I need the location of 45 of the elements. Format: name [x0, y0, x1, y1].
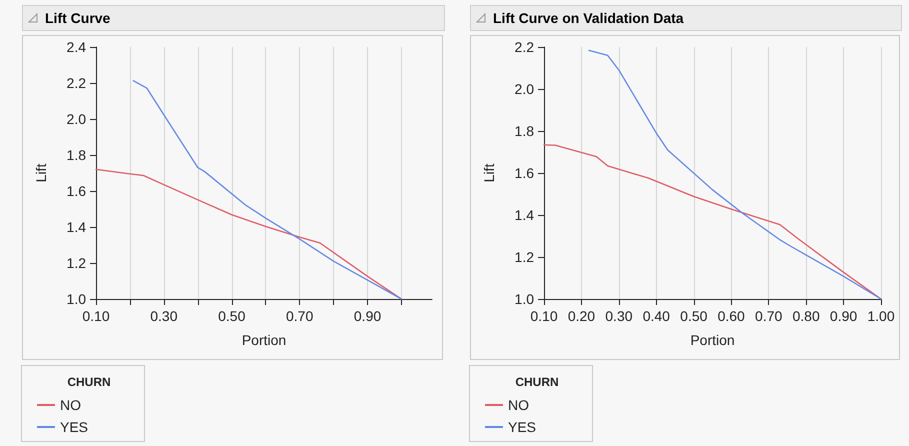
legend-label: NO [60, 397, 82, 413]
y-tick-label: 1.8 [66, 147, 86, 163]
x-tick-label: 0.70 [755, 308, 783, 324]
y-tick-label: 2.0 [66, 111, 86, 127]
y-tick-label: 1.6 [66, 183, 86, 199]
y-axis-title: Lift [33, 164, 49, 182]
y-tick-label: 1.4 [66, 219, 86, 235]
legend-label: NO [508, 397, 530, 413]
legend-label: YES [508, 419, 536, 435]
line-series [588, 50, 882, 300]
x-tick-label: 0.10 [530, 308, 558, 324]
line-series [132, 80, 402, 300]
x-tick-label: 0.40 [642, 308, 670, 324]
x-tick-label: 0.10 [82, 308, 110, 324]
y-tick-label: 1.4 [514, 207, 534, 223]
x-axis-title: Portion [242, 332, 286, 348]
x-tick-label: 0.60 [718, 308, 746, 324]
x-tick-label: 0.90 [354, 308, 382, 324]
x-tick-label: 0.30 [605, 308, 633, 324]
y-tick-label: 1.2 [514, 249, 534, 265]
y-tick-label: 1.2 [66, 255, 86, 271]
x-tick-label: 0.80 [792, 308, 820, 324]
y-tick-label: 1.8 [514, 123, 534, 139]
x-tick-label: 1.00 [867, 308, 895, 324]
line-series [95, 168, 402, 300]
legend-label: YES [60, 419, 88, 435]
y-tick-label: 2.2 [66, 75, 86, 91]
legend-title: CHURN [67, 375, 111, 389]
y-axis-title: Lift [481, 164, 497, 182]
y-tick-label: 2.0 [514, 81, 534, 97]
y-tick-label: 1.6 [514, 165, 534, 181]
x-tick-label: 0.70 [286, 308, 314, 324]
y-tick-label: 1.0 [514, 291, 534, 307]
y-tick-label: 2.4 [66, 39, 86, 55]
x-tick-label: 0.20 [568, 308, 596, 324]
chart-title: Lift Curve [45, 10, 110, 26]
y-tick-label: 1.0 [66, 291, 86, 307]
x-tick-label: 0.90 [830, 308, 858, 324]
legend-title: CHURN [515, 375, 559, 389]
y-tick-label: 2.2 [514, 39, 534, 55]
x-tick-label: 0.30 [150, 308, 178, 324]
x-axis-title: Portion [690, 332, 735, 348]
x-tick-label: 0.50 [218, 308, 246, 324]
chart-title: Lift Curve on Validation Data [493, 10, 684, 26]
x-tick-label: 0.50 [680, 308, 708, 324]
